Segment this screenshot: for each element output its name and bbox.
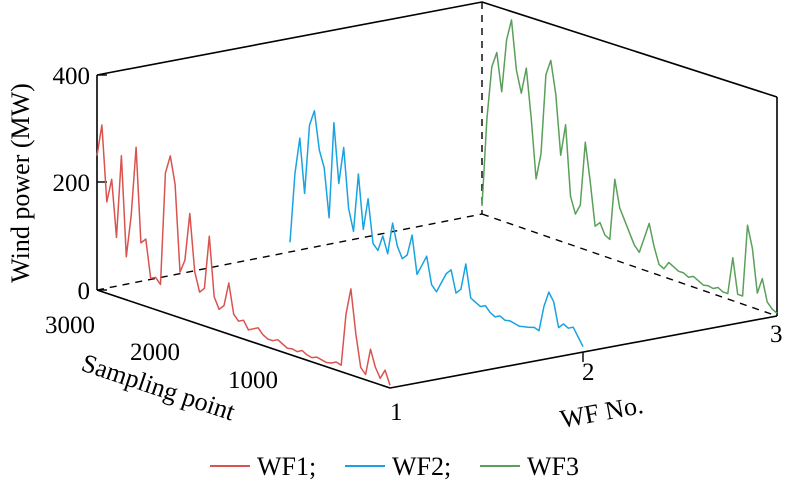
hidden-right-edge <box>481 213 778 317</box>
y-tick-label-3: 3 <box>770 321 783 348</box>
back-top-edge <box>96 1 483 76</box>
z-tick-label-0: 0 <box>78 278 91 305</box>
legend: WF1; WF2; WF3 <box>210 452 579 481</box>
x-tick-label-2000: 2000 <box>130 339 180 366</box>
z-axis-title: Wind power (MW) <box>6 83 35 283</box>
x-tick-label-1000: 1000 <box>228 367 278 394</box>
y-axis-title: WF No. <box>558 390 646 434</box>
y-tick-label-2: 2 <box>582 359 595 386</box>
series-line-wf3 <box>481 19 778 314</box>
right-top-edge <box>481 1 778 98</box>
legend-label-wf1: WF1; <box>257 452 316 481</box>
hidden-back-edge <box>96 213 483 291</box>
y-tick-label-1: 1 <box>390 399 403 426</box>
z-tick-label-200: 200 <box>53 170 91 197</box>
z-tick-label-400: 400 <box>53 63 91 90</box>
series-layer <box>96 19 778 386</box>
series-line-wf1 <box>96 124 391 386</box>
legend-label-wf3: WF3 <box>527 452 579 481</box>
x-tick-label-3000: 3000 <box>45 312 95 339</box>
series-line-wf2 <box>289 110 584 347</box>
legend-label-wf2: WF2; <box>392 452 451 481</box>
x-axis-line <box>96 289 391 389</box>
